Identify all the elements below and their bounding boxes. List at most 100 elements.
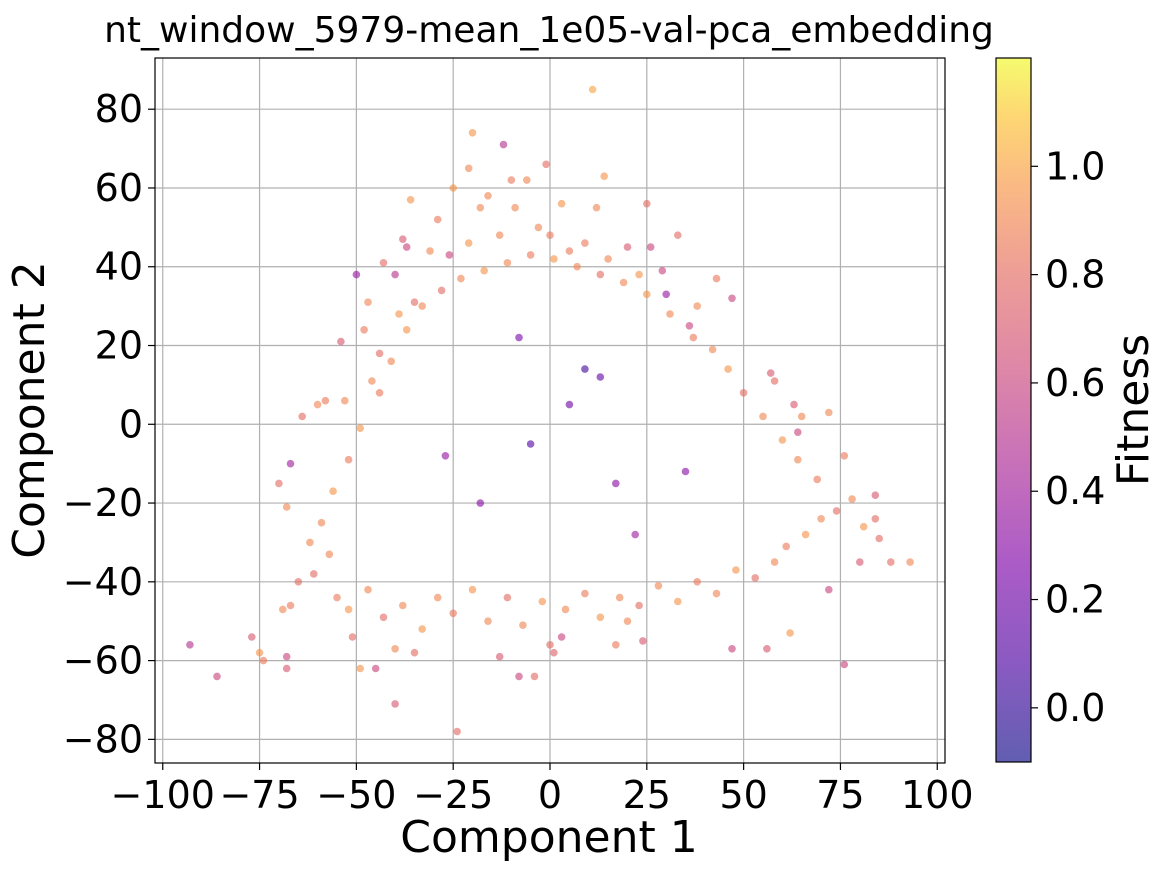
- data-point: [457, 274, 465, 283]
- data-point: [693, 302, 701, 310]
- colorbar-tick-label: 1.0: [1045, 144, 1105, 188]
- data-point: [681, 467, 690, 476]
- data-point: [186, 641, 194, 649]
- data-point: [871, 515, 880, 523]
- data-point: [728, 645, 736, 653]
- data-point: [418, 302, 427, 310]
- data-point: [391, 270, 399, 279]
- x-tick-label: −75: [219, 773, 299, 817]
- data-point: [515, 672, 523, 681]
- data-point: [538, 597, 547, 606]
- y-tick-label: 40: [95, 245, 143, 289]
- data-point: [526, 251, 535, 259]
- data-point: [619, 278, 628, 287]
- colorbar: 0.0 0.2 0.4 0.6 0.8 1.0 Fitness: [995, 57, 1159, 763]
- data-point: [519, 621, 527, 629]
- data-point: [770, 377, 779, 385]
- data-point: [557, 199, 566, 208]
- data-point: [375, 389, 384, 397]
- data-point: [364, 298, 372, 307]
- data-point: [588, 85, 597, 94]
- x-tick-label: 50: [719, 773, 767, 817]
- y-tick-label: 0: [119, 402, 143, 446]
- colorbar-gradient: [995, 57, 1032, 763]
- y-axis-label: Component 2: [4, 261, 55, 558]
- data-point: [573, 262, 581, 271]
- data-point: [530, 672, 539, 681]
- data-point: [511, 203, 519, 212]
- data-point: [495, 231, 504, 239]
- data-point: [433, 215, 442, 224]
- data-point: [615, 593, 624, 602]
- data-point: [623, 617, 632, 625]
- colorbar-tick-label: 0.2: [1045, 578, 1105, 622]
- data-point: [600, 172, 608, 180]
- data-point: [379, 259, 388, 267]
- data-point: [255, 648, 264, 657]
- data-point: [503, 593, 512, 602]
- data-point: [445, 251, 454, 259]
- data-point: [848, 495, 856, 503]
- data-point: [856, 558, 864, 566]
- data-point: [286, 601, 295, 610]
- data-point: [631, 530, 639, 539]
- data-point: [306, 538, 314, 547]
- data-point: [213, 672, 221, 681]
- data-point: [832, 507, 841, 515]
- data-point: [337, 337, 345, 346]
- data-point: [635, 601, 643, 610]
- data-point: [825, 585, 833, 594]
- data-point: [484, 192, 492, 200]
- data-point: [294, 578, 303, 586]
- data-point: [329, 487, 337, 496]
- data-point: [375, 349, 384, 358]
- data-point: [317, 518, 326, 527]
- data-point: [484, 617, 492, 625]
- data-point: [817, 515, 825, 523]
- data-point: [368, 377, 376, 385]
- data-point: [635, 270, 643, 279]
- data-point: [840, 660, 849, 669]
- data-point: [859, 522, 868, 531]
- data-point: [534, 223, 543, 232]
- y-tick-label: 80: [95, 87, 143, 131]
- data-point: [708, 345, 717, 354]
- data-point: [693, 578, 701, 586]
- data-point: [612, 479, 620, 488]
- x-tick-label: −100: [111, 773, 215, 817]
- data-point: [739, 389, 748, 397]
- data-point: [581, 239, 589, 247]
- data-point: [639, 637, 647, 645]
- data-point: [495, 652, 504, 661]
- x-tick-label: −50: [316, 773, 396, 817]
- data-point: [282, 652, 291, 661]
- data-point: [658, 266, 667, 275]
- data-point: [712, 589, 721, 598]
- data-point: [685, 322, 694, 330]
- data-point: [581, 365, 589, 373]
- data-point: [449, 609, 458, 618]
- data-point: [310, 570, 318, 578]
- data-point: [344, 455, 353, 464]
- data-point: [596, 270, 605, 279]
- data-point: [356, 424, 365, 433]
- data-point: [410, 648, 419, 657]
- data-point: [379, 613, 388, 622]
- data-point: [468, 129, 477, 137]
- data-point: [399, 235, 407, 243]
- data-point: [643, 290, 651, 299]
- data-point: [352, 270, 361, 279]
- data-point: [387, 357, 396, 366]
- data-point: [449, 184, 458, 192]
- data-point: [426, 247, 434, 255]
- data-point: [515, 333, 523, 342]
- grid-lines: [155, 58, 945, 763]
- data-point: [662, 290, 670, 299]
- data-point: [433, 593, 442, 602]
- data-point: [410, 298, 419, 307]
- data-point: [813, 475, 821, 484]
- data-point: [557, 633, 566, 641]
- data-point: [507, 176, 516, 184]
- data-point: [360, 326, 368, 334]
- data-point: [468, 585, 477, 594]
